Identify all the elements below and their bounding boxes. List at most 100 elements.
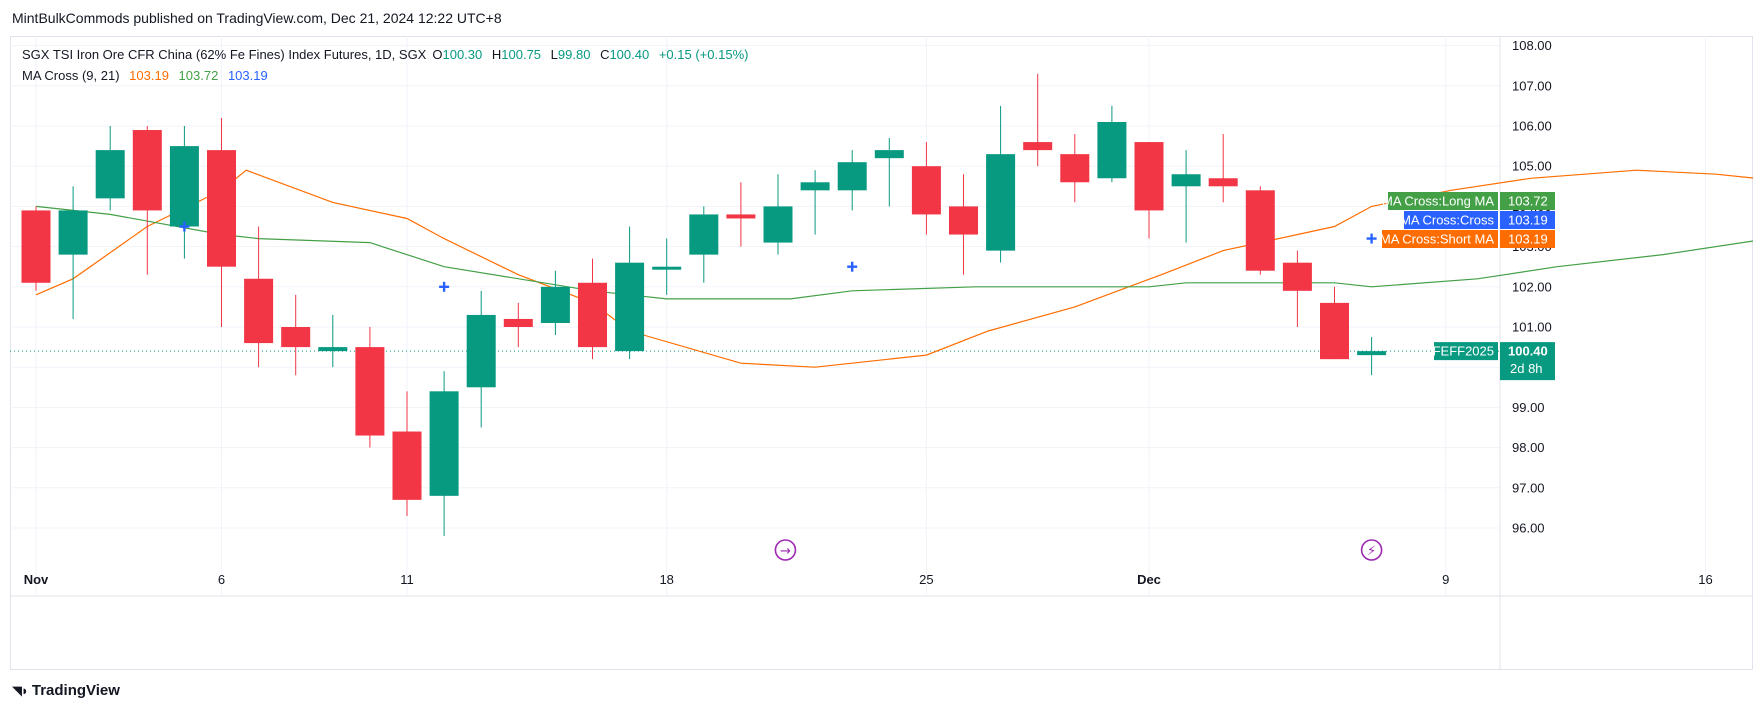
- y-tick-label: 101.00: [1512, 320, 1552, 335]
- close-value: 100.40: [609, 47, 650, 62]
- x-tick-label: Dec: [1137, 572, 1161, 587]
- candle: [726, 182, 756, 247]
- candle-body: [1171, 174, 1201, 187]
- short-ma-tag-value-box: [1500, 230, 1555, 248]
- candle-body: [726, 214, 756, 219]
- candle: [169, 126, 199, 259]
- short-ma-tag-label-box: [1382, 230, 1498, 248]
- long-ma-tag: MA Cross:Long MA 103.72: [1382, 192, 1555, 210]
- price-tags: MA Cross:Long MA 103.72 MA Cross:Cross 103.…: [1380, 192, 1555, 381]
- x-tick-label: 16: [1698, 572, 1712, 587]
- tradingview-logo-icon: ◥◗: [12, 683, 29, 698]
- lightning-icon[interactable]: ⚡: [1360, 539, 1383, 561]
- candle: [1171, 150, 1201, 243]
- candle: [207, 117, 236, 327]
- candle: [318, 314, 348, 368]
- candle-body: [540, 286, 570, 323]
- x-tick-label: Nov: [24, 572, 49, 587]
- x-tick-label: 9: [1442, 572, 1449, 587]
- candle: [986, 105, 1016, 263]
- short-ma-value: 103.19: [129, 68, 169, 83]
- long-ma-tag-value: 103.72: [1508, 194, 1548, 209]
- candle: [1357, 337, 1387, 376]
- long-ma-tag-label: MA Cross:Long MA: [1382, 194, 1494, 209]
- indicator-legend-row[interactable]: MA Cross (9, 21) 103.19 103.72 103.19: [22, 65, 754, 86]
- short-ma-tag-label: MA Cross:Short MA: [1380, 232, 1494, 247]
- candle: [763, 174, 793, 255]
- candle-body: [132, 130, 162, 211]
- cross-marker: [847, 261, 858, 272]
- cross-marker: [439, 281, 450, 292]
- long-ma-tag-value-box: [1500, 192, 1555, 210]
- candle-body: [318, 347, 348, 352]
- candle-body: [578, 282, 607, 348]
- close-label: C: [600, 47, 610, 62]
- y-tick-label: 102.00: [1512, 279, 1552, 294]
- symbol-label: FEFF2025: [1433, 344, 1494, 359]
- arrow-right-circle-icon[interactable]: →: [774, 539, 797, 561]
- candle-body: [503, 318, 533, 327]
- candle-body: [1245, 190, 1275, 271]
- candle: [392, 391, 422, 516]
- price-axis[interactable]: 96.0097.0098.0099.00100.00101.00102.0010…: [1512, 38, 1552, 535]
- candle-body: [874, 150, 904, 159]
- candle: [1245, 186, 1275, 275]
- candle: [837, 150, 867, 211]
- candle: [132, 126, 162, 275]
- long-ma-tag-label-box: [1388, 192, 1498, 210]
- candle: [21, 206, 51, 291]
- arrow-right-circle-icon-glyph: →: [780, 544, 791, 559]
- cross-markers: [179, 221, 1377, 292]
- candle-body: [244, 278, 274, 344]
- candle-body: [837, 162, 867, 191]
- candle: [355, 327, 385, 448]
- long-ma-line: [35, 205, 1753, 300]
- logo-text: TradingView: [31, 682, 120, 699]
- y-tick-label: 107.00: [1512, 78, 1552, 93]
- low-value: 99.80: [557, 47, 591, 62]
- candle-body: [911, 166, 941, 215]
- cross-tag-value-box: [1500, 211, 1555, 229]
- x-tick-label: 11: [400, 572, 414, 587]
- candle: [429, 371, 459, 537]
- candle: [1282, 250, 1312, 327]
- candle-body: [281, 327, 311, 348]
- candle-body: [355, 347, 385, 436]
- x-tick-label: 6: [218, 572, 225, 587]
- cross-value: 103.19: [227, 68, 268, 83]
- cross-marker: [179, 221, 190, 232]
- candle-body: [58, 210, 88, 255]
- candle-body: [800, 182, 830, 191]
- candle: [281, 294, 311, 376]
- candle: [503, 302, 533, 348]
- lightning-icon-ring: [1360, 539, 1383, 561]
- y-tick-label: 108.00: [1512, 38, 1552, 53]
- cross-marker: [1366, 233, 1377, 244]
- cross-tag-value: 103.19: [1508, 213, 1548, 228]
- candle-body: [615, 262, 645, 352]
- candle-body: [1134, 142, 1164, 211]
- candle: [58, 186, 88, 319]
- tradingview-logo[interactable]: ◥◗ TradingView: [12, 682, 120, 699]
- short-ma-tag: MA Cross:Short MA 103.19: [1380, 230, 1555, 248]
- candle-body: [763, 206, 793, 243]
- candle: [1060, 134, 1090, 203]
- candle-body: [1060, 154, 1090, 183]
- open-label: O: [432, 47, 443, 62]
- price-chart[interactable]: 96.0097.0098.0099.00100.00101.00102.0010…: [10, 36, 1753, 670]
- candle-body: [1208, 178, 1238, 187]
- time-axis[interactable]: Nov6111825Dec9162326: [24, 572, 1753, 587]
- candle: [540, 270, 570, 336]
- high-value: 100.75: [501, 47, 542, 62]
- long-ma-value: 103.72: [178, 68, 219, 83]
- symbol-label-box: [1434, 342, 1498, 361]
- candle: [689, 206, 719, 283]
- candle: [244, 226, 274, 368]
- y-tick-label: 99.00: [1512, 400, 1545, 415]
- arrow-right-circle-icon-ring: [774, 539, 797, 561]
- ohlc-high: H100.75: [492, 47, 541, 62]
- event-icons[interactable]: → ⚡: [774, 539, 1383, 561]
- candle-body: [986, 154, 1016, 251]
- candle: [466, 290, 496, 428]
- symbol-legend-row: SGX TSI Iron Ore CFR China (62% Fe Fines…: [22, 44, 754, 65]
